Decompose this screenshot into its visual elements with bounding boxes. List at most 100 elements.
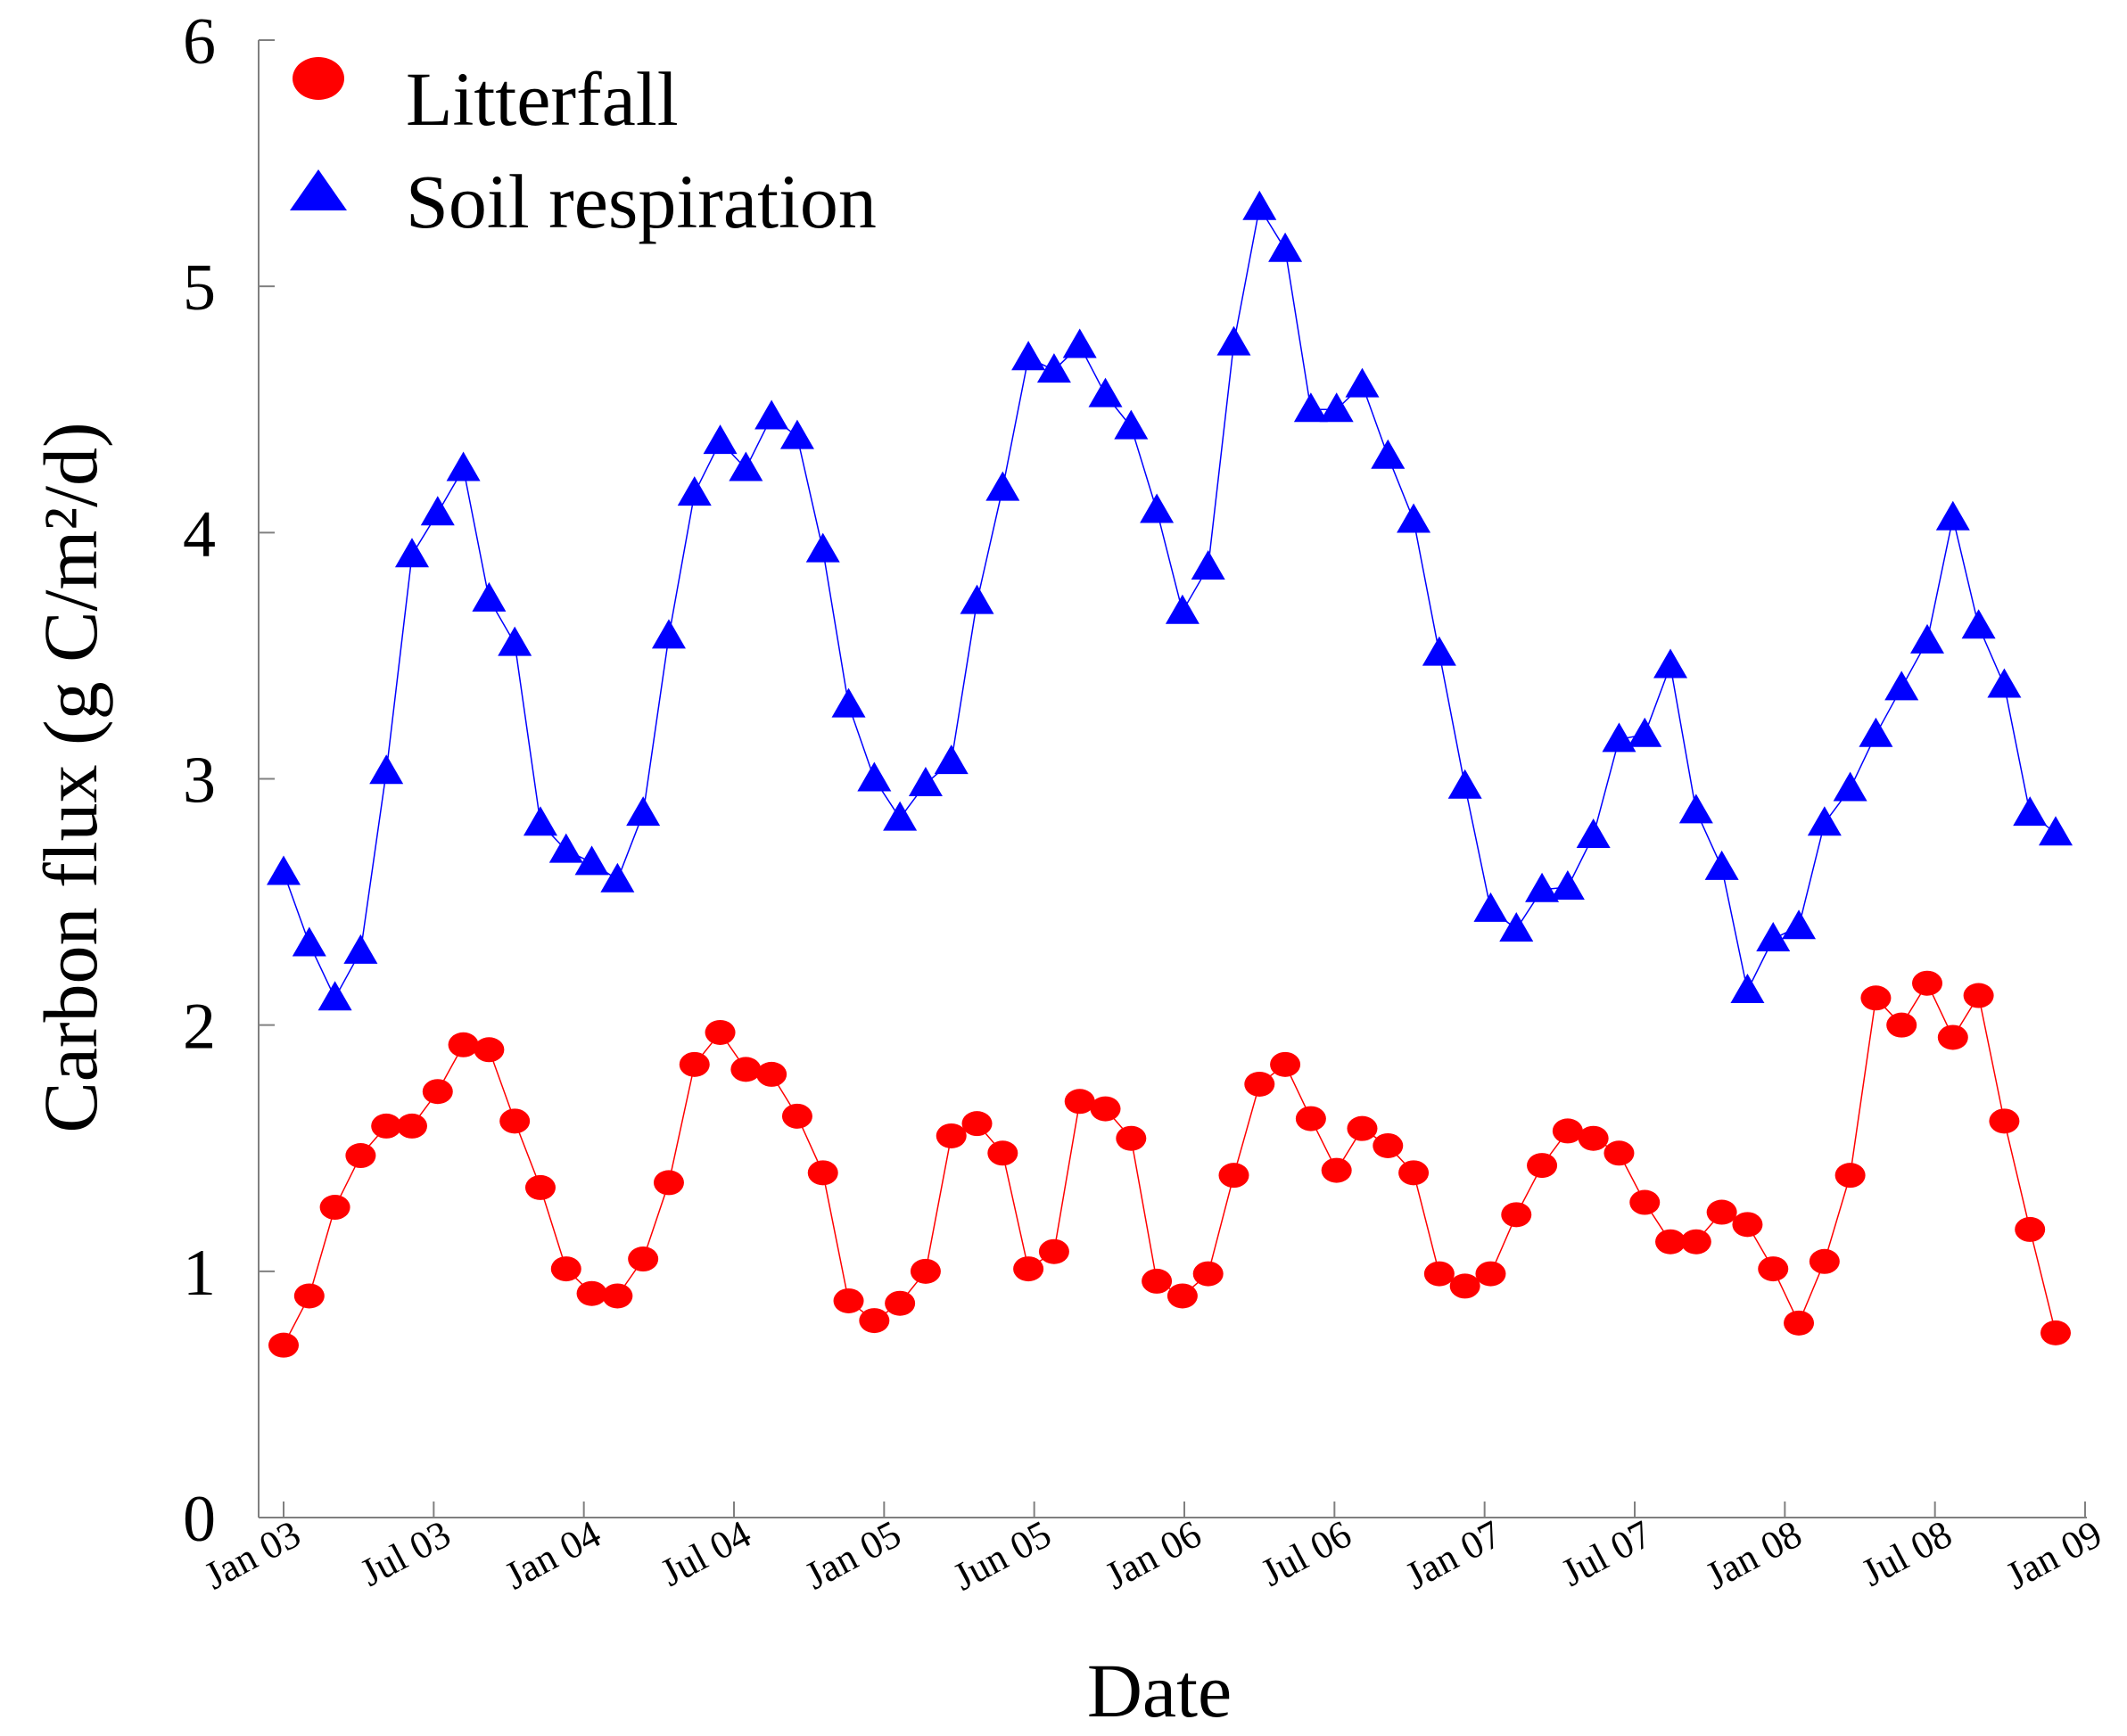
litterfall-point — [756, 1061, 787, 1087]
litterfall-point — [1321, 1157, 1352, 1183]
litterfall-point — [1732, 1212, 1763, 1238]
soil-respiration-point — [1293, 392, 1328, 423]
soil-respiration-point — [805, 532, 840, 563]
litterfall-point — [1552, 1118, 1583, 1144]
y-tick-label: 1 — [183, 1237, 216, 1310]
litterfall-point — [910, 1258, 941, 1284]
soil-respiration-point — [1319, 392, 1354, 423]
x-tick-label: Jan 08 — [1699, 1512, 1809, 1599]
litterfall-point — [1989, 1108, 2020, 1134]
litterfall-point — [1423, 1261, 1455, 1287]
litterfall-point — [1860, 985, 1892, 1011]
soil-respiration-point — [472, 581, 507, 612]
legend-soil-respiration-marker — [290, 169, 347, 210]
litterfall-point — [781, 1103, 812, 1129]
legend-soil-respiration-label: Soil respiration — [406, 159, 877, 244]
litterfall-point — [371, 1113, 402, 1139]
soil-respiration-point — [1550, 870, 1585, 901]
soil-respiration-point — [729, 451, 763, 481]
y-axis-title: Carbon flux (g C/m²/d) — [28, 422, 113, 1132]
soil-respiration-point — [754, 399, 789, 430]
soil-respiration-point — [1268, 232, 1303, 262]
legend: Litterfall Soil respiration — [290, 56, 877, 244]
y-tick-label: 3 — [183, 745, 216, 818]
litterfall-point — [1886, 1012, 1917, 1038]
soil-respiration-point — [1807, 806, 1842, 836]
y-tick-label: 2 — [183, 991, 216, 1064]
soil-respiration-point — [1011, 341, 1046, 371]
soil-respiration-point — [369, 754, 404, 785]
litterfall-point — [833, 1288, 864, 1313]
x-tick-label: Jan 06 — [1098, 1512, 1208, 1599]
litterfall-point — [1218, 1163, 1249, 1189]
soil-respiration-point — [574, 845, 609, 876]
litterfall-point — [2015, 1216, 2046, 1242]
litterfall-point — [1295, 1106, 1326, 1131]
soil-respiration-point — [1756, 922, 1791, 952]
soil-respiration-point — [1371, 439, 1406, 469]
soil-respiration-point — [2039, 816, 2073, 846]
x-tick-label: Jul 08 — [1854, 1512, 1958, 1595]
litterfall-point — [1192, 1261, 1224, 1287]
soil-respiration-point — [1859, 717, 1893, 747]
litterfall-point — [1578, 1125, 1609, 1151]
litterfall-point — [499, 1108, 531, 1134]
soil-respiration-point — [831, 687, 866, 718]
litterfall-point — [1655, 1229, 1686, 1255]
soil-respiration-point — [1397, 503, 1431, 533]
soil-respiration-point — [1833, 771, 1867, 802]
soil-respiration-point — [779, 419, 814, 449]
litterfall-point — [961, 1111, 993, 1137]
litterfall-point — [885, 1290, 916, 1316]
soil-respiration-point — [1216, 325, 1251, 356]
legend-litterfall-marker — [293, 57, 344, 100]
x-tick-label: Jul 06 — [1254, 1512, 1358, 1595]
x-tick-label: Jun 05 — [946, 1512, 1059, 1600]
y-tick-label: 0 — [183, 1483, 216, 1556]
litterfall-point — [550, 1256, 581, 1282]
litterfall-point — [807, 1160, 838, 1186]
soil-respiration-point — [857, 761, 892, 792]
litterfall-point — [859, 1308, 890, 1334]
soil-respiration-point — [394, 538, 429, 568]
soil-respiration-point — [1602, 722, 1636, 753]
x-tick-label: Jul 07 — [1554, 1512, 1659, 1595]
soil-respiration-point — [1165, 594, 1200, 624]
litterfall-point — [653, 1170, 684, 1196]
litterfall-point — [396, 1113, 427, 1139]
soil-respiration-point — [1782, 909, 1817, 940]
soil-respiration-point — [1499, 911, 1534, 942]
litterfall-point — [319, 1195, 350, 1221]
soil-respiration-point — [1910, 623, 1945, 654]
soil-respiration-point — [548, 833, 583, 863]
soil-respiration-point — [1036, 353, 1071, 383]
soil-respiration-point — [985, 471, 1020, 501]
soil-respiration-point — [498, 626, 532, 656]
soil-respiration-point — [883, 801, 918, 831]
x-axis-ticks: Jan 03 Jul 03 Jan 04 Jul 04 Jan 05 Jun 05 Jan … — [197, 1502, 2109, 1600]
litterfall-point — [1373, 1132, 1404, 1158]
litterfall-point — [1809, 1248, 1840, 1274]
soil-respiration-point — [1114, 409, 1149, 440]
litterfall-point — [1064, 1089, 1095, 1115]
litterfall-point — [1937, 1024, 1968, 1050]
litterfall-point — [1912, 970, 1943, 996]
y-tick-label: 6 — [183, 5, 216, 78]
soil-respiration-point — [446, 451, 481, 481]
litterfall-point — [1527, 1153, 1558, 1179]
soil-respiration-point — [1525, 872, 1560, 902]
litterfall-point — [1038, 1238, 1069, 1264]
soil-respiration-point — [1884, 671, 1919, 701]
soil-respiration-point — [1242, 190, 1277, 220]
soil-respiration-point — [1473, 892, 1508, 922]
soil-respiration-point — [343, 934, 378, 964]
litterfall-point — [576, 1280, 607, 1306]
legend-litterfall-label: Litterfall — [406, 56, 679, 142]
litterfall-point — [1090, 1096, 1121, 1122]
litterfall-point — [1680, 1229, 1711, 1255]
litterfall-point — [422, 1079, 453, 1105]
litterfall-point — [2040, 1320, 2071, 1345]
litterfall-point — [1758, 1256, 1789, 1282]
series-line — [283, 205, 2057, 1000]
x-tick-label: Jan 04 — [498, 1512, 607, 1599]
